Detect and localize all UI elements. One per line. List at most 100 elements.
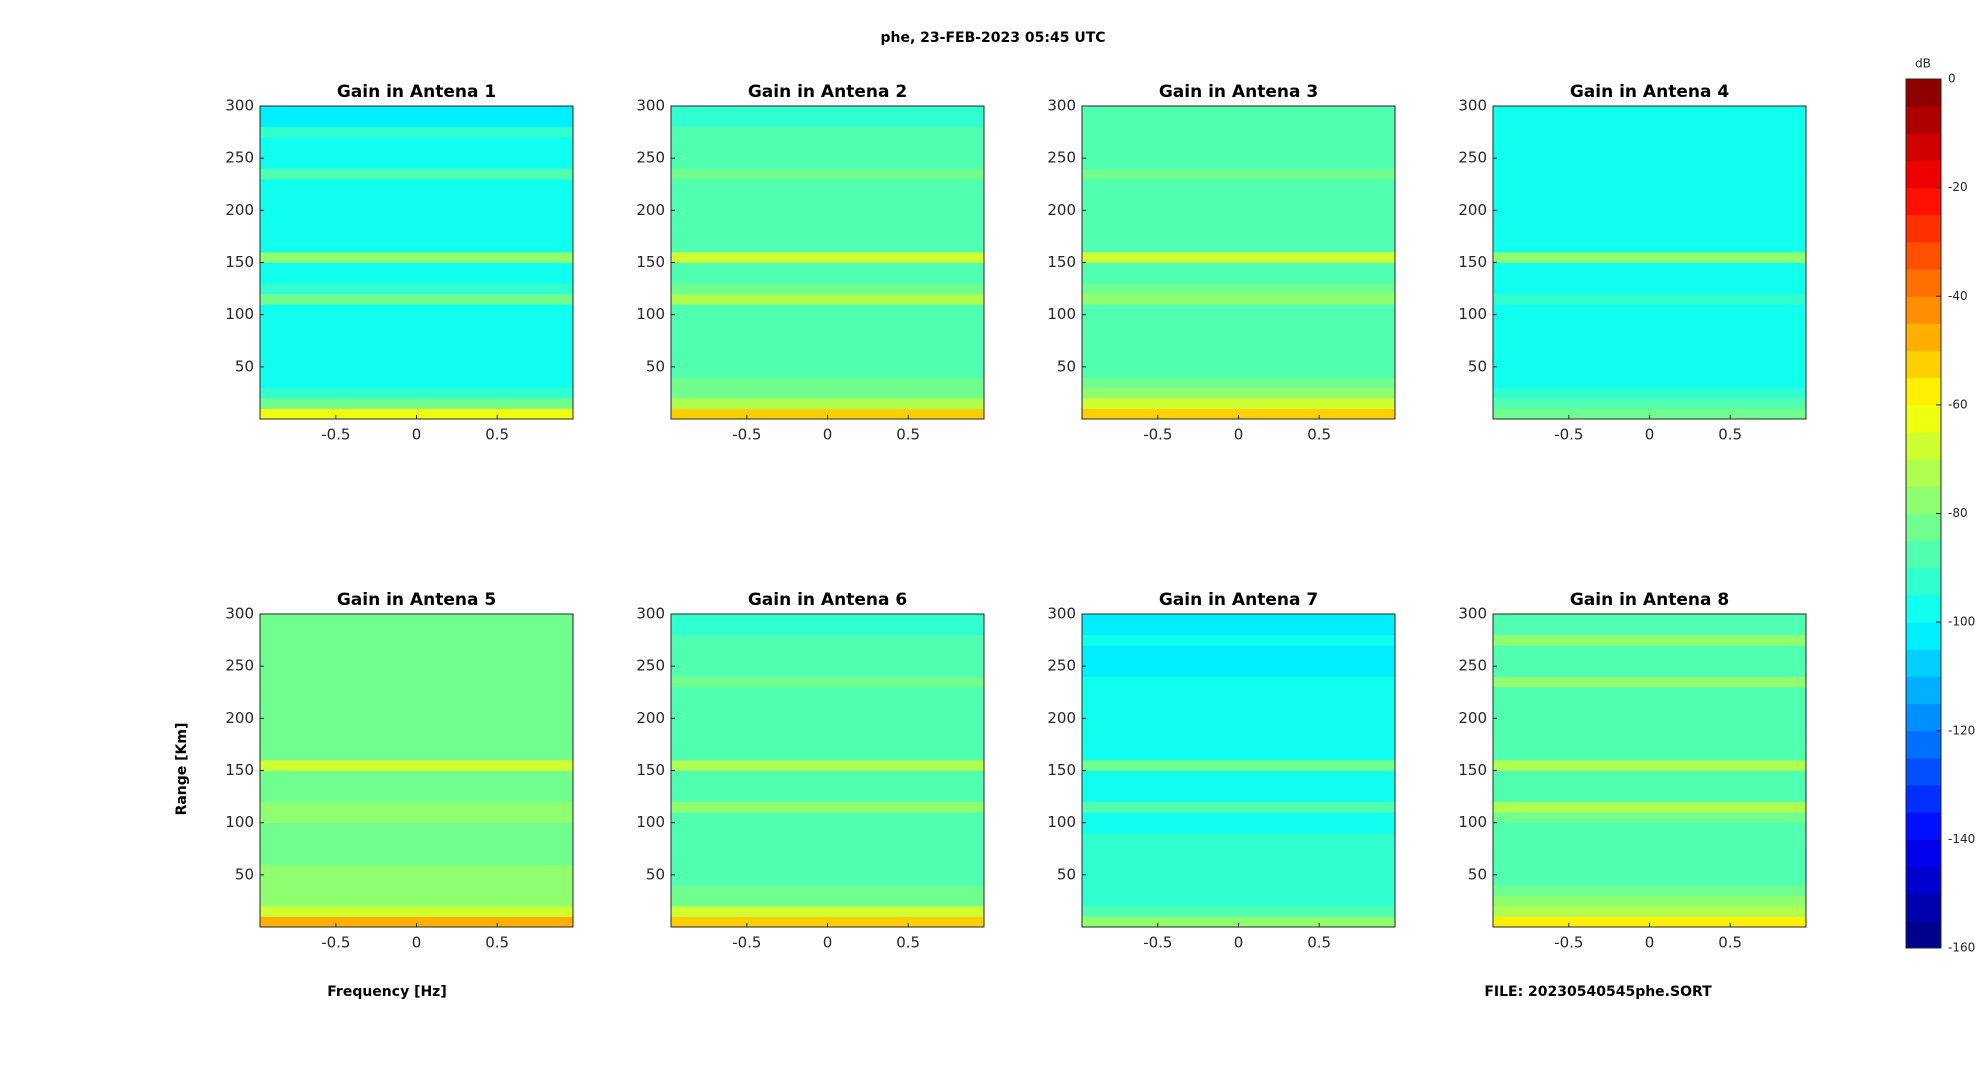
heatmap-cell [671, 874, 984, 886]
heatmap-cell [260, 895, 573, 907]
x-tick-label: 0.5 [1718, 934, 1742, 952]
y-tick-label: 150 [225, 253, 254, 271]
heatmap-cell [671, 634, 984, 646]
heatmap-cell [1082, 885, 1395, 896]
file-note: FILE: 20230540545phe.SORT [1484, 984, 1712, 1000]
heatmap-cell [671, 335, 984, 347]
heatmap-cell [671, 147, 984, 159]
heatmap-cell [1082, 676, 1395, 688]
y-tick-label: 150 [1458, 761, 1487, 779]
x-tick-label: 0 [412, 934, 422, 952]
heatmap-cell [1493, 780, 1806, 792]
colorbar-swatch [1906, 812, 1941, 840]
panel-title: Gain in Antena 6 [748, 590, 907, 610]
panel-title: Gain in Antena 7 [1159, 590, 1318, 610]
heatmap-cell [1082, 356, 1395, 368]
heatmap-cell [1493, 906, 1806, 917]
y-tick-label: 50 [646, 357, 665, 375]
heatmap-cell [671, 314, 984, 326]
colorbar-swatch [1906, 269, 1941, 297]
colorbar-swatch [1906, 540, 1941, 569]
heatmap-cell [1082, 812, 1395, 823]
figure-title: phe, 23-FEB-2023 05:45 UTC [880, 30, 1105, 46]
heatmap-cell [671, 408, 984, 420]
x-tick-label: 0.5 [485, 934, 509, 952]
colorbar-tick-label: -100 [1948, 615, 1975, 629]
heatmap-cell [671, 697, 984, 709]
heatmap-cell [260, 822, 573, 834]
x-tick-label: 0.5 [1307, 934, 1331, 952]
heatmap-cell [260, 707, 573, 719]
heatmap-cell [260, 252, 573, 263]
y-tick-label: 50 [646, 865, 665, 883]
heatmap-cell [1493, 760, 1806, 771]
colorbar-tick-label: -160 [1948, 941, 1975, 955]
colorbar-swatch [1906, 866, 1941, 895]
heatmap-cell [1493, 387, 1806, 399]
heatmap-cell [1082, 387, 1395, 399]
colorbar-swatch [1906, 730, 1941, 759]
heatmap-cell [260, 906, 573, 917]
heatmap-cell [1082, 179, 1395, 190]
y-tick-label: 200 [1047, 201, 1076, 219]
heatmap-cell [260, 189, 573, 201]
heatmap-cell [1082, 189, 1395, 201]
heatmap-cell [1082, 760, 1395, 771]
heatmap-cell [671, 801, 984, 813]
heatmap-cell [260, 366, 573, 378]
heatmap-cell [1493, 853, 1806, 865]
x-tick-label: -0.5 [1143, 934, 1172, 952]
heatmap-cell [260, 864, 573, 876]
heatmap-cell [671, 387, 984, 399]
y-tick-label: 50 [1468, 865, 1487, 883]
y-tick-label: 50 [1057, 357, 1076, 375]
heatmap-cell [260, 874, 573, 886]
heatmap-cell [260, 387, 573, 399]
heatmap-cell [1493, 283, 1806, 295]
heatmap-cell [1082, 314, 1395, 326]
heatmap-cell [1493, 770, 1806, 782]
heatmap-cell [1082, 780, 1395, 792]
heatmap-cell [1493, 624, 1806, 636]
heatmap-cell [671, 356, 984, 368]
heatmap-cell [1493, 749, 1806, 761]
y-tick-label: 250 [1458, 657, 1487, 675]
heatmap-cell [671, 822, 984, 834]
panel-title: Gain in Antena 4 [1570, 82, 1730, 102]
heatmap-cell [671, 791, 984, 803]
heatmap-cell [1493, 137, 1806, 149]
x-tick-label: 0 [823, 426, 833, 444]
colorbar-swatch [1906, 486, 1941, 514]
heatmap-cell [260, 283, 573, 295]
colorbar-tick-label: 0 [1948, 72, 1956, 86]
heatmap-cell [1493, 262, 1806, 274]
heatmap-cell [671, 210, 984, 222]
heatmap-cell [1082, 210, 1395, 222]
heatmap-cell [1082, 895, 1395, 907]
heatmap-cell [260, 106, 573, 117]
heatmap-cell [1082, 220, 1395, 232]
heatmap-cell [260, 634, 573, 646]
heatmap-cell [1082, 749, 1395, 761]
heatmap-cell [260, 325, 573, 336]
heatmap-cell [1493, 199, 1806, 211]
heatmap-cell [260, 739, 573, 750]
heatmap-cell [1082, 126, 1395, 138]
x-tick-label: 0 [1645, 934, 1655, 952]
heatmap-cell [1493, 335, 1806, 347]
heatmap-cell [1493, 718, 1806, 730]
y-tick-label: 250 [1458, 149, 1487, 167]
heatmap-cell [671, 624, 984, 636]
heatmap-cell [1493, 189, 1806, 201]
colorbar-swatch [1906, 920, 1941, 949]
heatmap-cell [1082, 614, 1395, 625]
heatmap-cell [671, 252, 984, 263]
heatmap-cell [1493, 916, 1806, 928]
heatmap-cell [260, 687, 573, 698]
heatmap-cell [1082, 293, 1395, 305]
heatmap-cell [1082, 137, 1395, 149]
heatmap-cell [671, 864, 984, 876]
colorbar-swatch [1906, 785, 1941, 813]
colorbar-tick-label: -20 [1948, 180, 1968, 194]
heatmap-cell [1082, 634, 1395, 646]
